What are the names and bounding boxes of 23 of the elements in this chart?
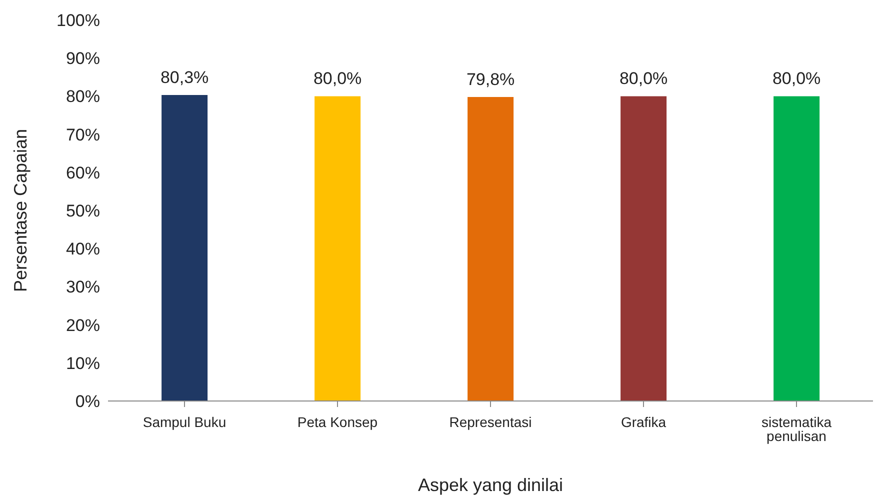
y-tick-label: 90% [66,49,100,68]
y-axis-title: Persentase Capaian [10,128,30,292]
y-tick-label: 40% [66,240,100,259]
data-label: 79,8% [466,70,515,89]
y-tick-label: 30% [66,278,100,297]
x-tick-label: Peta Konsep [297,414,378,430]
y-tick-label: 80% [66,87,100,106]
data-label: 80,0% [313,69,362,88]
x-axis-title: Aspek yang dinilai [418,475,564,495]
y-tick-label: 100% [56,11,100,30]
data-label: 80,0% [619,69,668,88]
y-tick-label: 60% [66,163,100,182]
x-tick-label: sistematika penulisan [761,414,832,444]
y-tick-label: 20% [66,316,100,335]
data-label: 80,3% [160,68,209,88]
y-tick-label: 50% [66,202,100,221]
x-tick-label: Sampul Buku [142,414,226,430]
x-tick-label: Representasi [449,414,532,430]
y-tick-label: 10% [66,354,100,373]
y-tick-label: 70% [66,125,100,144]
data-label: 80,0% [772,69,821,88]
y-tick-label: 0% [75,392,100,412]
x-tick-label: Grafika [620,414,666,430]
